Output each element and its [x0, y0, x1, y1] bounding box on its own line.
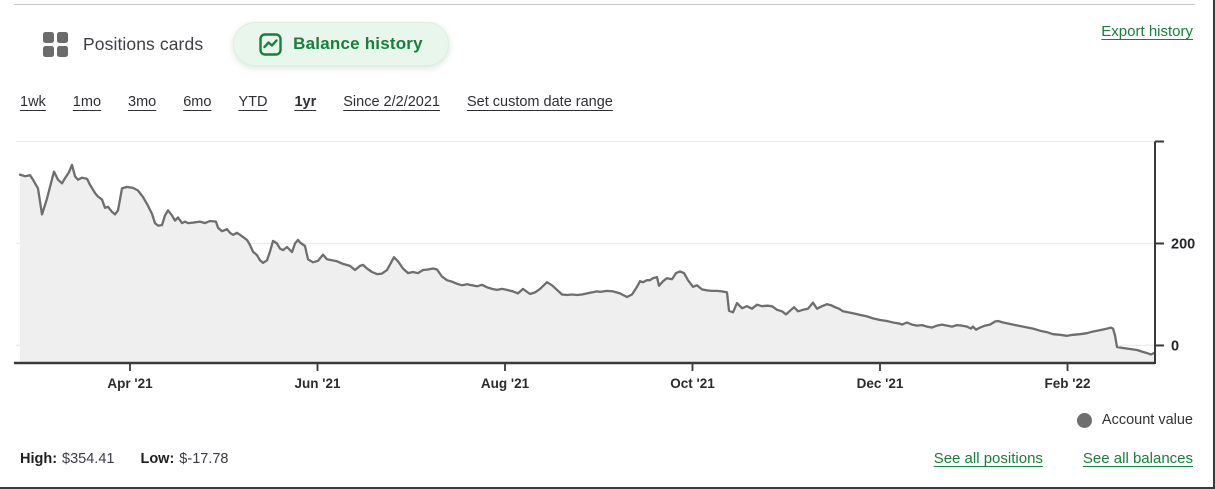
positions-cards-label[interactable]: Positions cards [83, 33, 204, 54]
tab-set-custom-date-range[interactable]: Set custom date range [466, 94, 613, 110]
tab-6mo[interactable]: 6mo [183, 94, 212, 110]
balance-chart[interactable]: 0 200 Apr '21 Jun '21 Aug '21 Oct '21 Dec '21 F… [0, 130, 1215, 395]
y-tick-label: 0 [1171, 338, 1179, 354]
balance-history-button-label: Balance history [293, 34, 423, 53]
x-tick-label: Aug '21 [481, 376, 530, 391]
chart-area-fill [20, 164, 1154, 363]
date-range-tabs: 1wk 1mo 3mo 6mo YTD 1yr Since 2/2/2021 Set cust… [20, 94, 613, 110]
chart-line [18, 163, 1156, 356]
high-label: High: [20, 450, 58, 467]
legend-dot-icon [1076, 412, 1092, 428]
see-all-positions-link[interactable]: See all positions [933, 450, 1043, 467]
see-all-balances-link[interactable]: See all balances [1082, 450, 1193, 467]
x-tick-label: Apr '21 [107, 376, 153, 391]
tab-1yr[interactable]: 1yr [294, 94, 317, 110]
high-value: $354.41 [62, 450, 115, 467]
tab-3mo[interactable]: 3mo [128, 94, 157, 110]
top-divider [14, 4, 1195, 5]
chart-wrap: 0 200 Apr '21 Jun '21 Aug '21 Oct '21 Dec '21 F… [0, 130, 1215, 395]
tab-ytd[interactable]: YTD [238, 94, 268, 110]
high-stat: High: $354.41 [20, 451, 114, 467]
x-tick-label: Oct '21 [670, 376, 715, 391]
low-stat: Low: $-17.78 [140, 451, 228, 467]
low-label: Low: [140, 450, 175, 467]
header-row: Positions cards Balance history Export h… [43, 20, 1193, 68]
tab-1wk[interactable]: 1wk [20, 94, 46, 110]
footer-row: High: $354.41 Low: $-17.78 See all positio… [20, 450, 1193, 467]
tab-1mo[interactable]: 1mo [72, 94, 102, 110]
legend-label: Account value [1101, 412, 1193, 428]
line-chart-icon [259, 32, 282, 56]
x-tick-label: Jun '21 [295, 376, 341, 391]
chart-legend: Account value [1076, 412, 1193, 428]
low-value: $-17.78 [179, 450, 229, 467]
tab-since-2-2-2021[interactable]: Since 2/2/2021 [343, 94, 440, 110]
x-tick-label: Dec '21 [857, 376, 904, 391]
export-history-link[interactable]: Export history [1101, 23, 1193, 40]
y-tick-label: 200 [1171, 236, 1195, 252]
x-tick-label: Feb '22 [1045, 376, 1091, 391]
balance-history-button[interactable]: Balance history [233, 22, 449, 66]
positions-cards-grid-icon [43, 31, 68, 57]
